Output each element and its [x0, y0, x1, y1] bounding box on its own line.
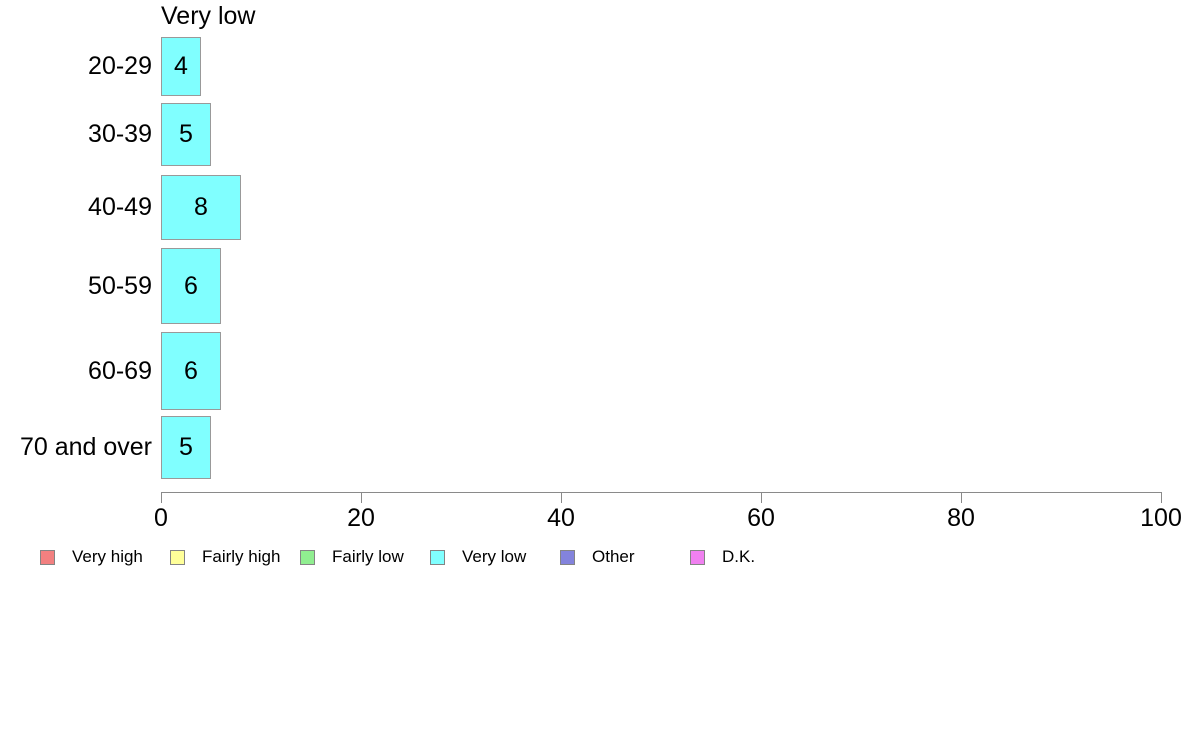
category-label: 50-59 — [88, 271, 152, 300]
category-label: 70 and over — [19, 433, 152, 461]
category-label: 60-69 — [88, 356, 152, 385]
bar: 6 — [161, 332, 221, 410]
bar: 5 — [161, 416, 211, 479]
legend-swatch-icon — [40, 549, 55, 565]
legend-label: D.K. — [722, 547, 756, 566]
bar-value-label: 6 — [184, 356, 198, 385]
bar: 4 — [161, 37, 201, 96]
x-axis-tick — [361, 492, 362, 503]
legend-swatch-icon — [170, 549, 185, 565]
x-axis-tick-label: 40 — [547, 504, 575, 532]
legend-item: Fairly high — [164, 547, 294, 567]
category-label: 30-39 — [88, 120, 152, 148]
x-axis-line — [161, 492, 1161, 493]
legend-label: Very low — [462, 547, 527, 566]
bar: 6 — [161, 248, 221, 324]
bar-value-label: 5 — [179, 433, 193, 461]
legend-label: Other — [592, 547, 635, 566]
legend-label: Fairly high — [202, 547, 281, 566]
legend-label: Fairly low — [332, 547, 404, 566]
bar-value-label: 8 — [194, 193, 208, 221]
x-axis-tick — [961, 492, 962, 503]
x-axis-tick — [161, 492, 162, 503]
legend-item: Fairly low — [294, 547, 424, 567]
x-axis-tick — [1161, 492, 1162, 503]
bar-value-label: 6 — [184, 271, 198, 300]
legend-item: Other — [554, 547, 684, 567]
legend-item: D.K. — [684, 547, 814, 567]
x-axis-tick — [561, 492, 562, 503]
legend-swatch-icon — [690, 549, 705, 565]
bar-value-label: 5 — [179, 120, 193, 148]
category-label: 40-49 — [88, 193, 152, 221]
chart-title: Very low — [161, 2, 256, 30]
legend-swatch-icon — [430, 549, 445, 565]
x-axis-tick-label: 100 — [1140, 504, 1182, 532]
x-axis-tick-label: 0 — [154, 504, 168, 532]
category-label: 20-29 — [88, 52, 152, 80]
legend-item: Very low — [424, 547, 554, 567]
bar: 8 — [161, 175, 241, 240]
bar-value-label: 4 — [174, 52, 188, 80]
legend-swatch-icon — [300, 549, 315, 565]
x-axis-tick-label: 80 — [947, 504, 975, 532]
legend: Very high Fairly high Fairly low Very low Ot… — [34, 547, 814, 567]
bar: 5 — [161, 103, 211, 166]
x-axis-tick-label: 60 — [747, 504, 775, 532]
legend-swatch-icon — [560, 549, 575, 565]
x-axis-tick-label: 20 — [347, 504, 375, 532]
legend-item: Very high — [34, 547, 164, 567]
legend-label: Very high — [72, 547, 143, 566]
x-axis-tick — [761, 492, 762, 503]
